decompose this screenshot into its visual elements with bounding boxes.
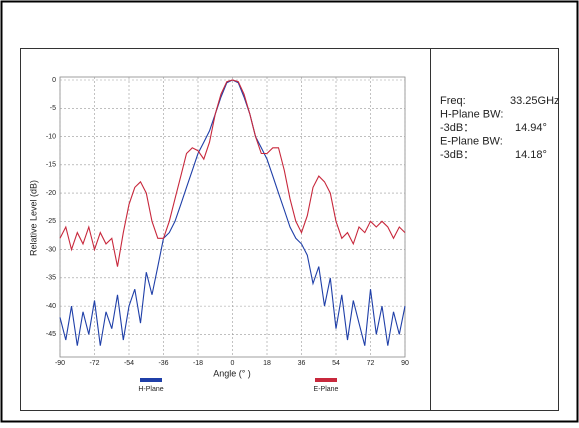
y-tick-label: -5: [50, 105, 56, 112]
y-tick-label: -15: [46, 162, 56, 169]
info-label: -3dB：: [440, 122, 474, 134]
x-tick-label: -54: [124, 360, 134, 367]
y-tick-label: -30: [46, 246, 56, 253]
y-tick-label: -10: [46, 133, 56, 140]
y-tick-label: -45: [46, 331, 56, 338]
x-tick-label: 72: [367, 360, 375, 367]
info-label: Freq:: [440, 95, 466, 107]
y-tick-label: -25: [46, 218, 56, 225]
legend-label: E-Plane: [314, 386, 339, 393]
info-panel: Freq: 33.25GHz H-Plane BW: -3dB： 14.94° E-Pla…: [440, 95, 560, 161]
info-label: -3dB：: [440, 149, 474, 161]
x-tick-label: 90: [401, 360, 409, 367]
info-value: 33.25GHz: [510, 95, 560, 107]
y-tick-label: -35: [46, 275, 56, 282]
legend-swatch: [315, 378, 337, 382]
legend-label: H-Plane: [138, 386, 163, 393]
y-axis-label: Relative Level (dB): [28, 180, 38, 256]
series-line: [59, 79, 406, 267]
x-axis-label: Angle (° ): [213, 368, 251, 378]
legend-swatch: [140, 378, 162, 382]
x-tick-label: 54: [332, 360, 340, 367]
x-tick-label: 18: [263, 360, 271, 367]
inner-frame: [20, 48, 559, 411]
info-label: H-Plane BW:: [440, 108, 503, 120]
x-tick-label: -90: [55, 360, 65, 367]
x-tick-label: -36: [158, 360, 168, 367]
y-tick-label: -40: [46, 303, 56, 310]
y-tick-label: 0: [52, 77, 56, 84]
info-value: 14.18°: [515, 149, 547, 161]
x-tick-label: 0: [231, 360, 235, 367]
x-tick-label: -18: [193, 360, 203, 367]
x-tick-label: -72: [89, 360, 99, 367]
info-value: 14.94°: [515, 122, 547, 134]
x-tick-label: 36: [298, 360, 306, 367]
y-tick-label: -20: [46, 190, 56, 197]
info-label: E-Plane BW:: [440, 135, 503, 147]
